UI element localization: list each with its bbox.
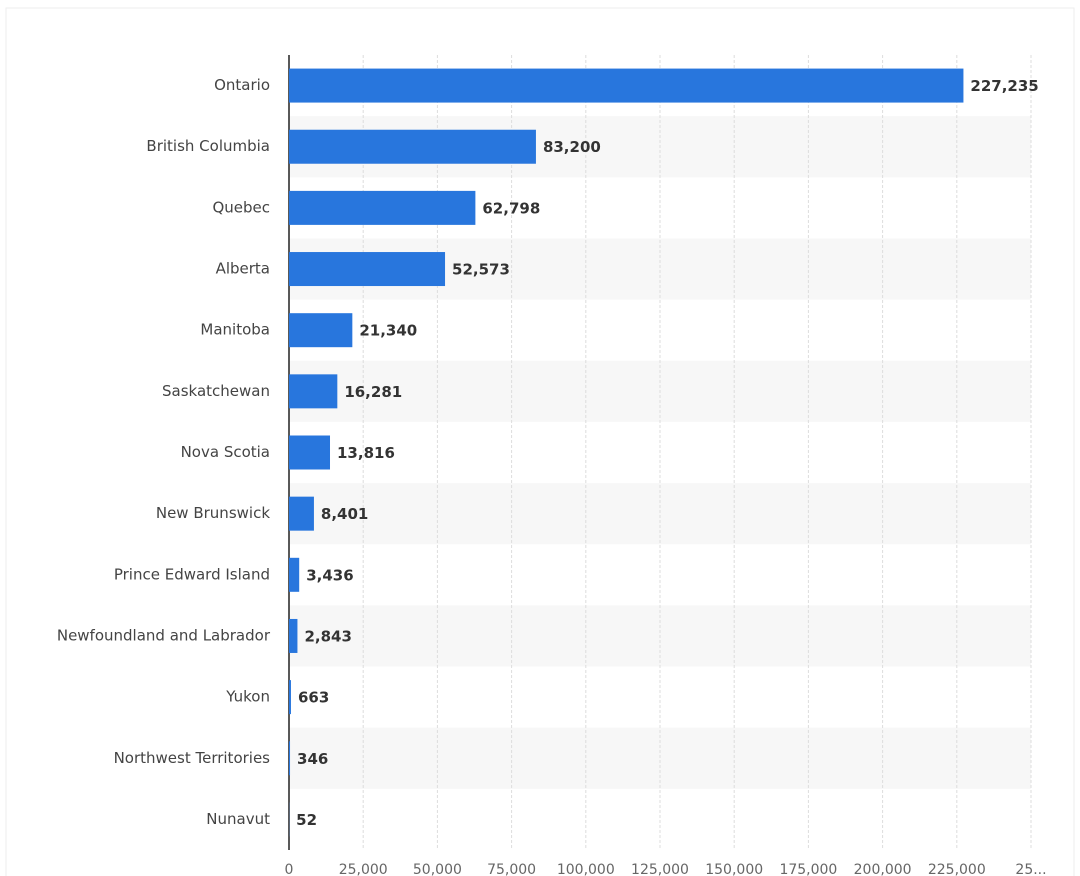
bar <box>289 435 331 470</box>
value-label: 16,281 <box>344 383 402 401</box>
x-tick-label: 150,000 <box>705 862 763 876</box>
bar <box>289 557 300 592</box>
bar <box>289 741 291 776</box>
value-label: 52 <box>296 811 317 829</box>
x-tick-label: 25... <box>1015 862 1046 876</box>
bar <box>289 190 476 225</box>
y-tick-label: Quebec <box>212 198 270 216</box>
x-tick-label: 0 <box>285 862 294 876</box>
y-tick-label: Newfoundland and Labrador <box>57 626 271 644</box>
row-band <box>289 483 1031 545</box>
y-tick-label: Northwest Territories <box>114 749 271 767</box>
bar <box>289 68 964 103</box>
y-tick-label: Ontario <box>214 76 270 94</box>
value-label: 2,843 <box>304 627 351 645</box>
y-tick-label: Yukon <box>225 688 270 706</box>
value-label: 346 <box>297 750 328 768</box>
x-tick-label: 125,000 <box>631 862 689 876</box>
value-label: 52,573 <box>452 261 510 279</box>
y-tick-label: Manitoba <box>200 321 270 339</box>
value-label: 227,235 <box>970 77 1038 95</box>
y-tick-label: British Columbia <box>146 137 270 155</box>
bar <box>289 680 291 715</box>
bar <box>289 618 298 653</box>
y-tick-label: Nunavut <box>206 810 270 828</box>
value-label: 13,816 <box>337 444 395 462</box>
frame <box>5 7 1075 876</box>
bar <box>289 313 353 348</box>
bar <box>289 374 338 409</box>
x-tick-label: 175,000 <box>779 862 837 876</box>
bar <box>289 129 536 164</box>
y-tick-label: New Brunswick <box>156 504 270 522</box>
x-tick-label: 200,000 <box>854 862 912 876</box>
y-tick-label: Saskatchewan <box>162 382 270 400</box>
value-label: 663 <box>298 689 329 707</box>
value-label: 21,340 <box>359 322 417 340</box>
value-label: 83,200 <box>543 138 601 156</box>
bar <box>289 496 314 531</box>
x-tick-label: 50,000 <box>413 862 462 876</box>
y-tick-label: Nova Scotia <box>181 443 270 461</box>
y-tick-label: Alberta <box>216 260 270 278</box>
x-tick-label: 25,000 <box>339 862 388 876</box>
x-tick-label: 100,000 <box>557 862 615 876</box>
x-tick-label: 225,000 <box>928 862 986 876</box>
value-label: 62,798 <box>482 199 540 217</box>
bar <box>289 252 446 287</box>
y-tick-label: Prince Edward Island <box>114 565 270 583</box>
value-label: 8,401 <box>321 505 368 523</box>
x-tick-label: 75,000 <box>487 862 536 876</box>
value-label: 3,436 <box>306 566 353 584</box>
